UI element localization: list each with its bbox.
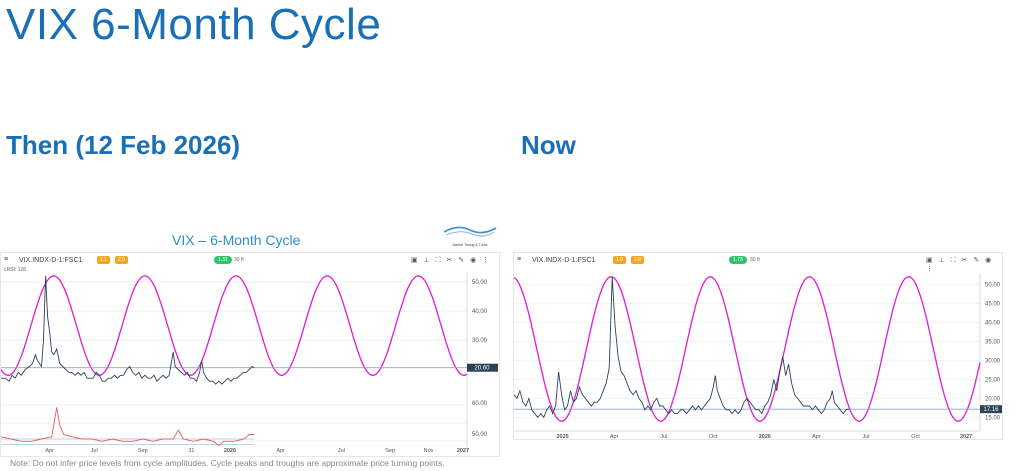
x-tick-label: 2027 (457, 448, 469, 454)
x-tick-label: Jul (91, 448, 98, 454)
y-tick-label: 20.00 (985, 396, 1001, 402)
then-heading: Then (12 Feb 2026) (6, 130, 241, 160)
x-tick-label: Oct (911, 434, 920, 439)
cycle-series-line (1, 275, 468, 376)
x-tick-label: Sep (138, 448, 148, 454)
x-tick-label: Sep (385, 448, 395, 454)
x-tick-label: Apr (812, 434, 821, 439)
x-tick-label: Apr (610, 434, 619, 439)
y-tick-label: 35.00 (985, 339, 1001, 345)
price-series-line (1, 275, 255, 385)
y-tick-label: 45.00 (985, 301, 1001, 307)
x-tick-label: 2026 (224, 448, 236, 454)
last-value-badge (980, 405, 1002, 414)
y-tick-label: 50.00 (472, 280, 488, 286)
strength-pill-text: 30 ft (750, 257, 760, 263)
toolbar-icons[interactable]: ▣ ⊥ ⛶ ✂ ✎ ◉ ⋮ (926, 257, 994, 273)
x-tick-label: Nov (424, 448, 434, 454)
rsi-tick-label: 60.00 (472, 401, 488, 407)
y-tick-label: 25.00 (985, 377, 1001, 383)
cycle-badge-2[interactable]: 2.0 (631, 256, 644, 264)
x-tick-label: 2027 (960, 434, 972, 439)
strength-pill[interactable]: 1.73 (729, 256, 747, 264)
y-tick-label: 40.00 (985, 320, 1001, 326)
then-toolbar: ≡ VIX.INDX-D-1:FSC1 1.1 2.0 1.31 30 ft ▣… (1, 253, 499, 267)
y-tick-label: 15.00 (985, 415, 1001, 421)
now-toolbar: ≡ VIX.INDX-D-1:FSC1 1.0 2.0 1.73 30 ft ▣… (514, 253, 1002, 273)
strength-pill[interactable]: 1.31 (214, 256, 232, 264)
x-tick-label: Oct (709, 434, 718, 439)
x-tick-label: 2025 (556, 434, 568, 439)
price-series-line (514, 276, 850, 419)
x-tick-label: Apr (276, 448, 285, 454)
svg-text:Market Timing & Turns: Market Timing & Turns (452, 243, 487, 247)
chart-title: VIX – 6-Month Cycle (172, 232, 301, 248)
y-tick-label: 30.00 (472, 338, 488, 344)
x-tick-label: Jul (862, 434, 869, 439)
indicator-label: cRSI: 128 (4, 267, 26, 273)
last-value-text: 17.16 (983, 407, 999, 413)
strength-pill-text: 30 ft (234, 257, 244, 263)
menu-icon[interactable]: ≡ (4, 256, 9, 263)
x-tick-label: Apr (45, 448, 54, 454)
cycle-series-line (514, 276, 981, 422)
rsi-tick-label: 50.00 (472, 432, 488, 438)
toolbar-icons[interactable]: ▣ ⊥ ⛶ ✂ ✎ ◉ ⋮ (411, 257, 492, 264)
cycle-badge-2[interactable]: 2.0 (115, 256, 128, 264)
rsi-series-line (1, 407, 255, 447)
x-tick-label: 2026 (759, 434, 771, 439)
x-tick-label: Jul (660, 434, 667, 439)
page-title: VIX 6-Month Cycle (6, 0, 382, 49)
y-tick-label: 30.00 (985, 358, 1001, 364)
y-tick-label: 40.00 (472, 309, 488, 315)
then-chart: 50.00 40.00 30.00 60.00 50.00 20.60 Apr Jul Sep 3… (1, 273, 498, 454)
then-chart-panel: ≡ VIX.INDX-D-1:FSC1 1.1 2.0 1.31 30 ft ▣… (0, 252, 500, 457)
last-value-badge (467, 363, 498, 372)
x-tick-label: 31 (188, 448, 194, 454)
brand-logo: Market Timing & Turns (443, 226, 497, 247)
x-tick-label: Jul (338, 448, 345, 454)
symbol-label[interactable]: VIX.INDX-D-1:FSC1 (19, 257, 83, 264)
cycle-badge-1[interactable]: 1.1 (97, 256, 110, 264)
now-chart-panel: ≡ VIX.INDX-D-1:FSC1 1.0 2.0 1.73 30 ft ▣… (513, 252, 1003, 440)
y-tick-label: 50.00 (985, 282, 1001, 288)
cycle-badge-1[interactable]: 1.0 (613, 256, 626, 264)
now-chart: 50.00 45.00 40.00 35.00 30.00 25.00 20.00 15.00… (514, 273, 1002, 439)
symbol-label[interactable]: VIX.INDX-D-1:FSC1 (532, 257, 596, 264)
menu-icon[interactable]: ≡ (517, 256, 522, 263)
last-value-text: 20.60 (474, 366, 490, 372)
now-heading: Now (521, 130, 576, 160)
footnote: Note: Do not infer price levels from cyc… (10, 458, 445, 468)
